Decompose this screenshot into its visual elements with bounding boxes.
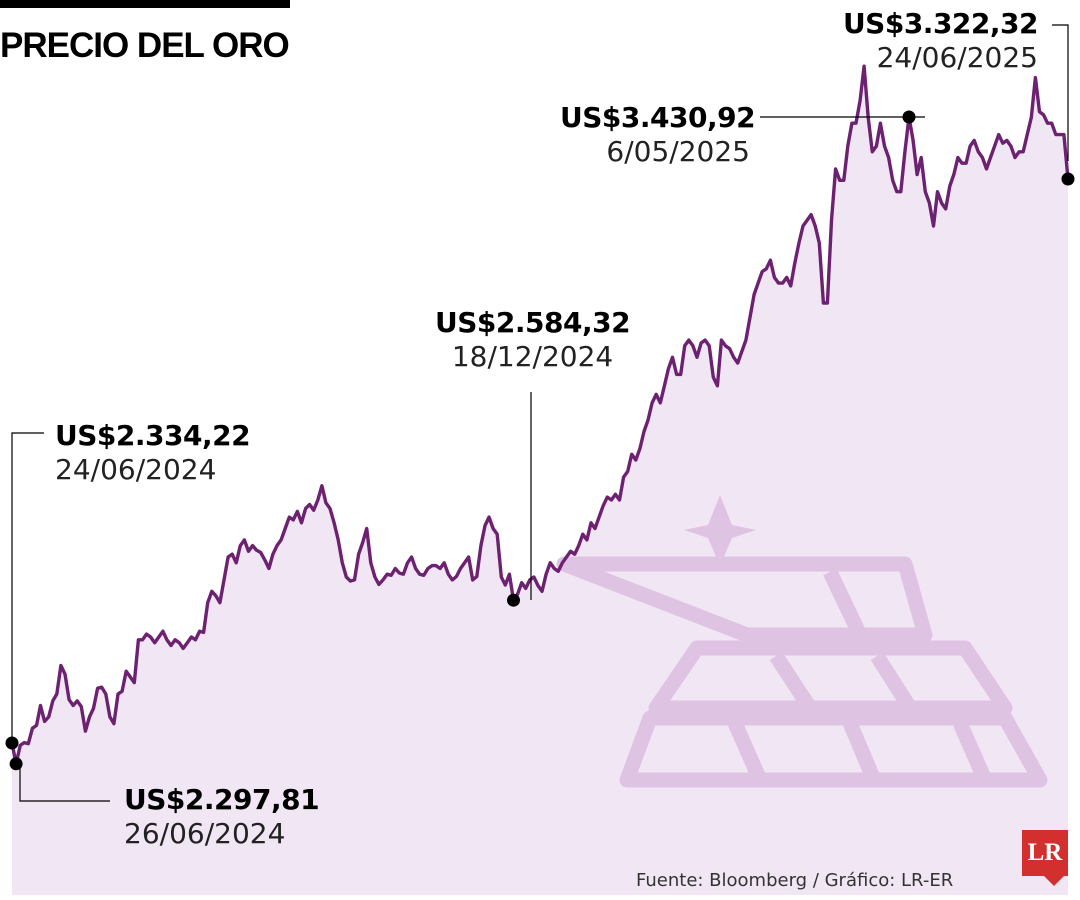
source-note: Fuente: Bloomberg / Gráfico: LR-ER bbox=[636, 870, 954, 891]
annotation-2584: US$2.584,32 18/12/2024 bbox=[435, 306, 631, 373]
price-line bbox=[10, 64, 1070, 766]
annotation-3430: US$3.430,92 6/05/2025 bbox=[560, 101, 756, 168]
leader-3322 bbox=[1052, 24, 1069, 161]
lr-logo: LR bbox=[1022, 830, 1068, 876]
annotation-3322: US$3.322,32 24/06/2025 bbox=[840, 7, 1039, 74]
annotated-point-1 bbox=[9, 757, 23, 771]
annotated-point-2 bbox=[507, 593, 520, 607]
annotation-value: US$3.430,92 bbox=[560, 101, 756, 134]
annotation-date: 26/06/2024 bbox=[124, 817, 286, 850]
annotation-points bbox=[5, 110, 1075, 771]
annotation-2334: US$2.334,22 24/06/2024 bbox=[55, 419, 251, 486]
annotated-point-3 bbox=[902, 110, 916, 124]
annotation-date: 18/12/2024 bbox=[451, 340, 614, 373]
annotated-point-4 bbox=[1061, 172, 1075, 186]
annotation-date: 24/06/2024 bbox=[55, 453, 217, 486]
chart-title: PRECIO DEL ORO bbox=[0, 26, 290, 65]
leader-2334 bbox=[11, 432, 44, 743]
annotation-leaders bbox=[11, 24, 1069, 802]
annotated-point-0 bbox=[5, 736, 19, 750]
annotation-date: 24/06/2025 bbox=[876, 41, 1038, 74]
sparkle-icon bbox=[684, 495, 756, 566]
leader-2297 bbox=[19, 765, 110, 802]
annotation-value: US$2.334,22 bbox=[55, 419, 251, 452]
annotation-value: US$3.322,32 bbox=[842, 7, 1039, 40]
annotation-value: US$2.584,32 bbox=[435, 306, 631, 339]
title-bar bbox=[0, 0, 290, 8]
annotation-date: 6/05/2025 bbox=[606, 135, 750, 168]
gold-bars-icon bbox=[556, 495, 1048, 788]
annotation-2297: US$2.297,81 26/06/2024 bbox=[124, 783, 320, 850]
lr-logo-tail bbox=[1044, 876, 1064, 886]
annotation-value: US$2.297,81 bbox=[124, 783, 320, 816]
